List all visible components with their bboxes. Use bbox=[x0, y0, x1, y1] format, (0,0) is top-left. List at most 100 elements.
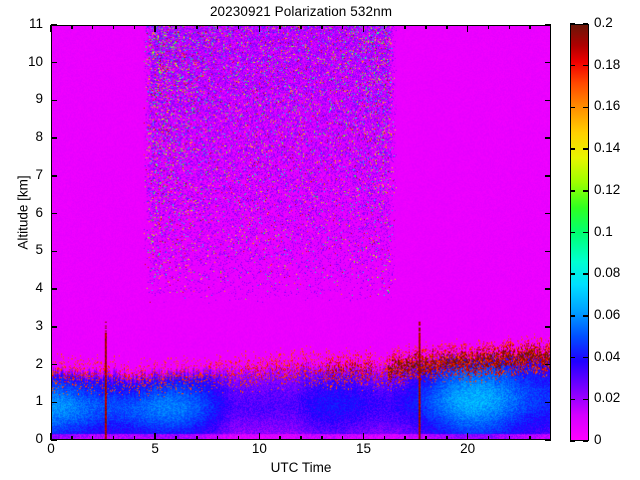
colorbar-tick-mark bbox=[570, 190, 575, 192]
x-minor-tick-mark bbox=[196, 436, 198, 440]
x-minor-tick-mark bbox=[341, 25, 344, 29]
x-tick-mark bbox=[466, 433, 469, 440]
x-tick-mark bbox=[258, 433, 261, 440]
x-minor-tick-mark bbox=[341, 436, 344, 440]
y-tick-label: 5 bbox=[35, 242, 43, 258]
y-tick-mark bbox=[51, 439, 57, 441]
colorbar-tick-mark bbox=[583, 398, 588, 401]
y-tick-label: 3 bbox=[35, 317, 43, 333]
x-minor-tick-mark bbox=[133, 25, 136, 29]
y-tick-mark bbox=[545, 175, 551, 177]
colorbar-tick-label: 0.02 bbox=[594, 390, 621, 406]
y-axis-label: Altitude [km] bbox=[15, 175, 31, 250]
x-tick-label: 10 bbox=[251, 441, 267, 456]
y-tick-label: 4 bbox=[35, 280, 43, 296]
x-minor-tick-mark bbox=[237, 436, 240, 440]
x-minor-tick-mark bbox=[175, 436, 177, 440]
x-minor-tick-mark bbox=[383, 436, 386, 440]
colorbar-tick-label: 0 bbox=[594, 432, 602, 447]
x-tick-label: 0 bbox=[47, 441, 55, 456]
x-minor-tick-mark bbox=[300, 25, 302, 29]
x-tick-mark bbox=[258, 25, 261, 32]
colorbar-tick-mark bbox=[570, 440, 575, 442]
x-minor-tick-mark bbox=[529, 25, 531, 29]
x-tick-mark bbox=[466, 25, 469, 32]
x-minor-tick-mark bbox=[112, 436, 115, 440]
x-minor-tick-mark bbox=[425, 25, 427, 29]
y-tick-mark bbox=[545, 288, 551, 290]
y-tick-mark bbox=[545, 99, 551, 102]
polarization-heatmap-canvas bbox=[52, 26, 550, 439]
y-tick-mark bbox=[545, 326, 551, 328]
x-minor-tick-mark bbox=[279, 436, 281, 440]
colorbar-tick-mark bbox=[570, 64, 575, 67]
colorbar-tick-label: 0.2 bbox=[594, 15, 613, 30]
y-tick-mark bbox=[545, 212, 551, 215]
y-tick-label: 11 bbox=[28, 16, 43, 31]
y-tick-label: 10 bbox=[27, 53, 43, 69]
x-minor-tick-mark bbox=[237, 25, 240, 29]
y-tick-mark bbox=[51, 212, 57, 215]
y-tick-label: 2 bbox=[35, 355, 43, 371]
colorbar-tick-label: 0.06 bbox=[594, 306, 621, 322]
y-tick-label: 7 bbox=[35, 166, 43, 182]
colorbar-tick-label: 0.14 bbox=[594, 140, 621, 156]
x-tick-mark bbox=[50, 25, 52, 32]
x-minor-tick-mark bbox=[196, 25, 198, 29]
x-minor-tick-mark bbox=[404, 25, 406, 29]
colorbar-tick-mark bbox=[583, 273, 588, 275]
y-tick-mark bbox=[51, 288, 57, 290]
x-minor-tick-mark bbox=[71, 436, 73, 440]
y-tick-mark bbox=[545, 61, 551, 64]
colorbar-tick-mark bbox=[570, 106, 575, 109]
colorbar-tick-mark bbox=[583, 356, 588, 359]
x-tick-mark bbox=[362, 25, 365, 32]
y-tick-mark bbox=[51, 175, 57, 177]
x-minor-tick-mark bbox=[383, 25, 386, 29]
colorbar-tick-mark bbox=[583, 190, 588, 192]
y-tick-mark bbox=[545, 401, 551, 404]
x-axis-label: UTC Time bbox=[270, 460, 332, 475]
x-minor-tick-mark bbox=[446, 436, 448, 440]
x-minor-tick-mark bbox=[529, 436, 531, 440]
y-tick-label: 6 bbox=[35, 204, 43, 220]
colorbar-tick-mark bbox=[583, 64, 588, 67]
x-minor-tick-mark bbox=[300, 436, 302, 440]
x-minor-tick-mark bbox=[112, 25, 115, 29]
colorbar-tick-mark bbox=[583, 23, 588, 25]
x-minor-tick-mark bbox=[175, 25, 177, 29]
x-minor-tick-mark bbox=[91, 25, 94, 29]
x-minor-tick-mark bbox=[321, 436, 323, 440]
colorbar-tick-mark bbox=[570, 23, 575, 25]
y-tick-mark bbox=[51, 401, 57, 404]
x-minor-tick-mark bbox=[404, 436, 406, 440]
x-tick-mark bbox=[362, 433, 365, 440]
x-tick-mark bbox=[154, 25, 156, 32]
colorbar-tick-mark bbox=[583, 315, 588, 317]
x-minor-tick-mark bbox=[279, 25, 281, 29]
x-tick-label: 20 bbox=[460, 441, 476, 456]
x-minor-tick-mark bbox=[487, 436, 490, 440]
x-minor-tick-mark bbox=[446, 25, 448, 29]
colorbar-tick-mark bbox=[583, 440, 588, 442]
x-tick-label: 5 bbox=[151, 441, 159, 456]
colorbar-tick-mark bbox=[570, 231, 575, 234]
colorbar-tick-mark bbox=[570, 356, 575, 359]
y-tick-mark bbox=[545, 363, 551, 366]
colorbar-tick-mark bbox=[583, 148, 588, 150]
y-tick-mark bbox=[545, 250, 551, 253]
colorbar-tick-mark bbox=[570, 273, 575, 275]
y-tick-mark bbox=[51, 250, 57, 253]
colorbar-tick-mark bbox=[570, 398, 575, 401]
x-minor-tick-mark bbox=[133, 436, 136, 440]
y-tick-label: 9 bbox=[35, 91, 43, 107]
x-minor-tick-mark bbox=[487, 25, 490, 29]
y-tick-label: 0 bbox=[35, 431, 43, 446]
colorbar-tick-label: 0.12 bbox=[594, 181, 621, 197]
y-tick-mark bbox=[545, 137, 551, 139]
x-tick-mark bbox=[50, 433, 52, 440]
y-tick-mark bbox=[545, 439, 551, 441]
colorbar-tick-label: 0.1 bbox=[594, 223, 613, 239]
x-minor-tick-mark bbox=[71, 25, 73, 29]
plot-axes-area[interactable] bbox=[51, 25, 551, 440]
